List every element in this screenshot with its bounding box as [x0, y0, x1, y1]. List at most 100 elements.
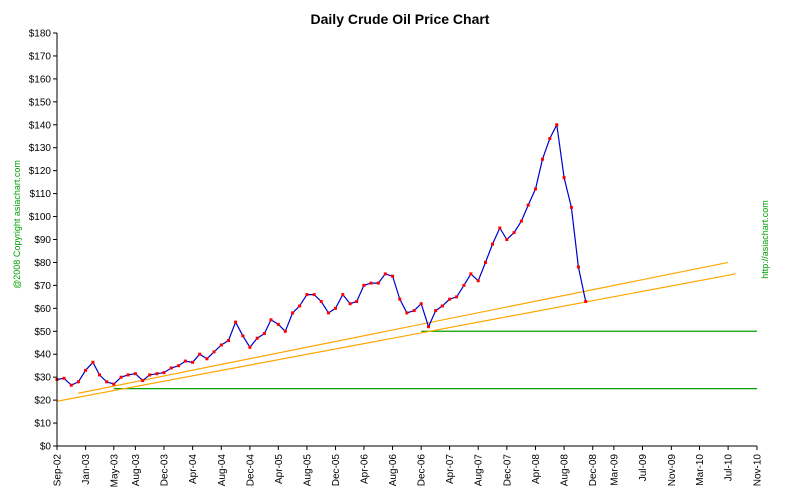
- y-tick-label: $110: [29, 189, 51, 200]
- copyright-annotation: @2008 Copyright asiachart.com: [12, 160, 22, 289]
- price-point: [355, 300, 359, 303]
- price-point: [62, 376, 66, 380]
- price-point: [362, 283, 366, 287]
- price-point: [312, 293, 316, 297]
- x-tick-label: Jul-10: [724, 454, 735, 482]
- x-tick-label: Apr-06: [359, 454, 370, 484]
- price-point: [484, 260, 487, 264]
- y-tick-label: $80: [34, 258, 51, 269]
- price-point: [212, 350, 216, 354]
- x-tick-label: Sep-02: [53, 454, 64, 487]
- price-point: [476, 279, 480, 283]
- price-point: [84, 368, 88, 372]
- x-tick-label: Dec-03: [160, 454, 171, 487]
- price-point: [369, 281, 373, 285]
- x-tick-label: Apr-05: [274, 454, 285, 484]
- y-tick-label: $30: [34, 373, 51, 384]
- price-point: [434, 309, 438, 313]
- price-line: [56, 122, 587, 386]
- x-tick-label: Aug-07: [474, 454, 485, 487]
- x-tick-label: Apr-08: [531, 454, 542, 484]
- price-point: [341, 293, 345, 297]
- price-point: [126, 373, 130, 377]
- price-point: [191, 360, 195, 364]
- price-point: [548, 137, 552, 140]
- price-point: [419, 302, 423, 306]
- price-point: [98, 373, 101, 377]
- price-point: [262, 332, 266, 336]
- x-tick-label: Dec-07: [502, 454, 513, 487]
- price-point: [319, 300, 323, 303]
- trend-line: [78, 261, 729, 394]
- price-point: [491, 242, 494, 246]
- url-annotation: http://asiachart.com: [760, 200, 770, 279]
- price-point: [391, 274, 395, 278]
- price-point: [569, 205, 573, 209]
- price-point: [534, 187, 537, 191]
- price-point: [427, 325, 430, 329]
- price-point: [69, 383, 73, 387]
- x-tick-label: Nov-10: [753, 454, 764, 487]
- price-point: [148, 373, 152, 377]
- price-point: [219, 343, 223, 347]
- x-tick-label: Apr-07: [445, 454, 456, 484]
- price-point: [227, 339, 230, 342]
- x-tick-label: Apr-04: [188, 454, 199, 484]
- price-point: [327, 311, 330, 315]
- y-tick-label: $10: [34, 419, 51, 430]
- price-point: [412, 309, 416, 313]
- price-point: [269, 318, 273, 322]
- price-point: [562, 176, 566, 180]
- price-point: [283, 329, 287, 333]
- y-axis: $0 $10 $20 $30 $40 $50 $60 $70 $80 $90 $100 $110 $12…: [29, 29, 57, 453]
- price-point: [440, 304, 444, 308]
- x-tick-label: Aug-05: [302, 454, 313, 487]
- price-point: [348, 302, 352, 306]
- price-point: [183, 359, 187, 363]
- x-tick-label: Dec-05: [331, 454, 342, 487]
- y-tick-label: $180: [29, 29, 52, 40]
- price-series: [55, 122, 588, 387]
- y-tick-label: $50: [34, 327, 51, 338]
- y-tick-label: $150: [29, 97, 52, 108]
- x-tick-label: Nov-09: [667, 454, 678, 487]
- y-tick-label: $130: [29, 143, 52, 154]
- price-point: [469, 272, 473, 276]
- price-point: [519, 219, 523, 223]
- price-point: [177, 364, 181, 368]
- price-point: [91, 360, 95, 364]
- price-point: [498, 226, 502, 230]
- price-point: [455, 295, 459, 299]
- price-point: [133, 372, 137, 376]
- price-point: [555, 123, 559, 127]
- price-point: [276, 322, 280, 326]
- y-tick-label: $60: [34, 304, 51, 315]
- price-point: [584, 300, 588, 303]
- x-tick-label: Mar-10: [695, 454, 706, 486]
- price-point: [169, 366, 173, 370]
- price-point: [241, 334, 245, 338]
- y-tick-label: $160: [29, 74, 52, 85]
- x-tick-label: Aug-06: [388, 454, 399, 487]
- y-tick-label: $70: [34, 281, 51, 292]
- price-point: [305, 293, 309, 297]
- x-tick-label: Dec-08: [588, 454, 599, 487]
- price-point: [234, 320, 238, 324]
- y-tick-label: $100: [29, 212, 52, 223]
- trend-line: [56, 273, 736, 402]
- price-point: [198, 352, 202, 356]
- price-point: [255, 336, 259, 340]
- price-point: [248, 345, 252, 349]
- y-tick-label: $0: [40, 442, 52, 453]
- price-point: [505, 238, 509, 241]
- x-tick-label: Aug-04: [217, 454, 228, 487]
- price-point: [376, 281, 380, 285]
- price-point: [155, 372, 159, 376]
- price-point: [291, 311, 295, 315]
- price-point: [298, 304, 302, 308]
- y-tick-label: $90: [34, 235, 51, 246]
- price-point: [76, 380, 80, 384]
- price-point: [462, 283, 466, 287]
- y-tick-label: $170: [29, 51, 52, 62]
